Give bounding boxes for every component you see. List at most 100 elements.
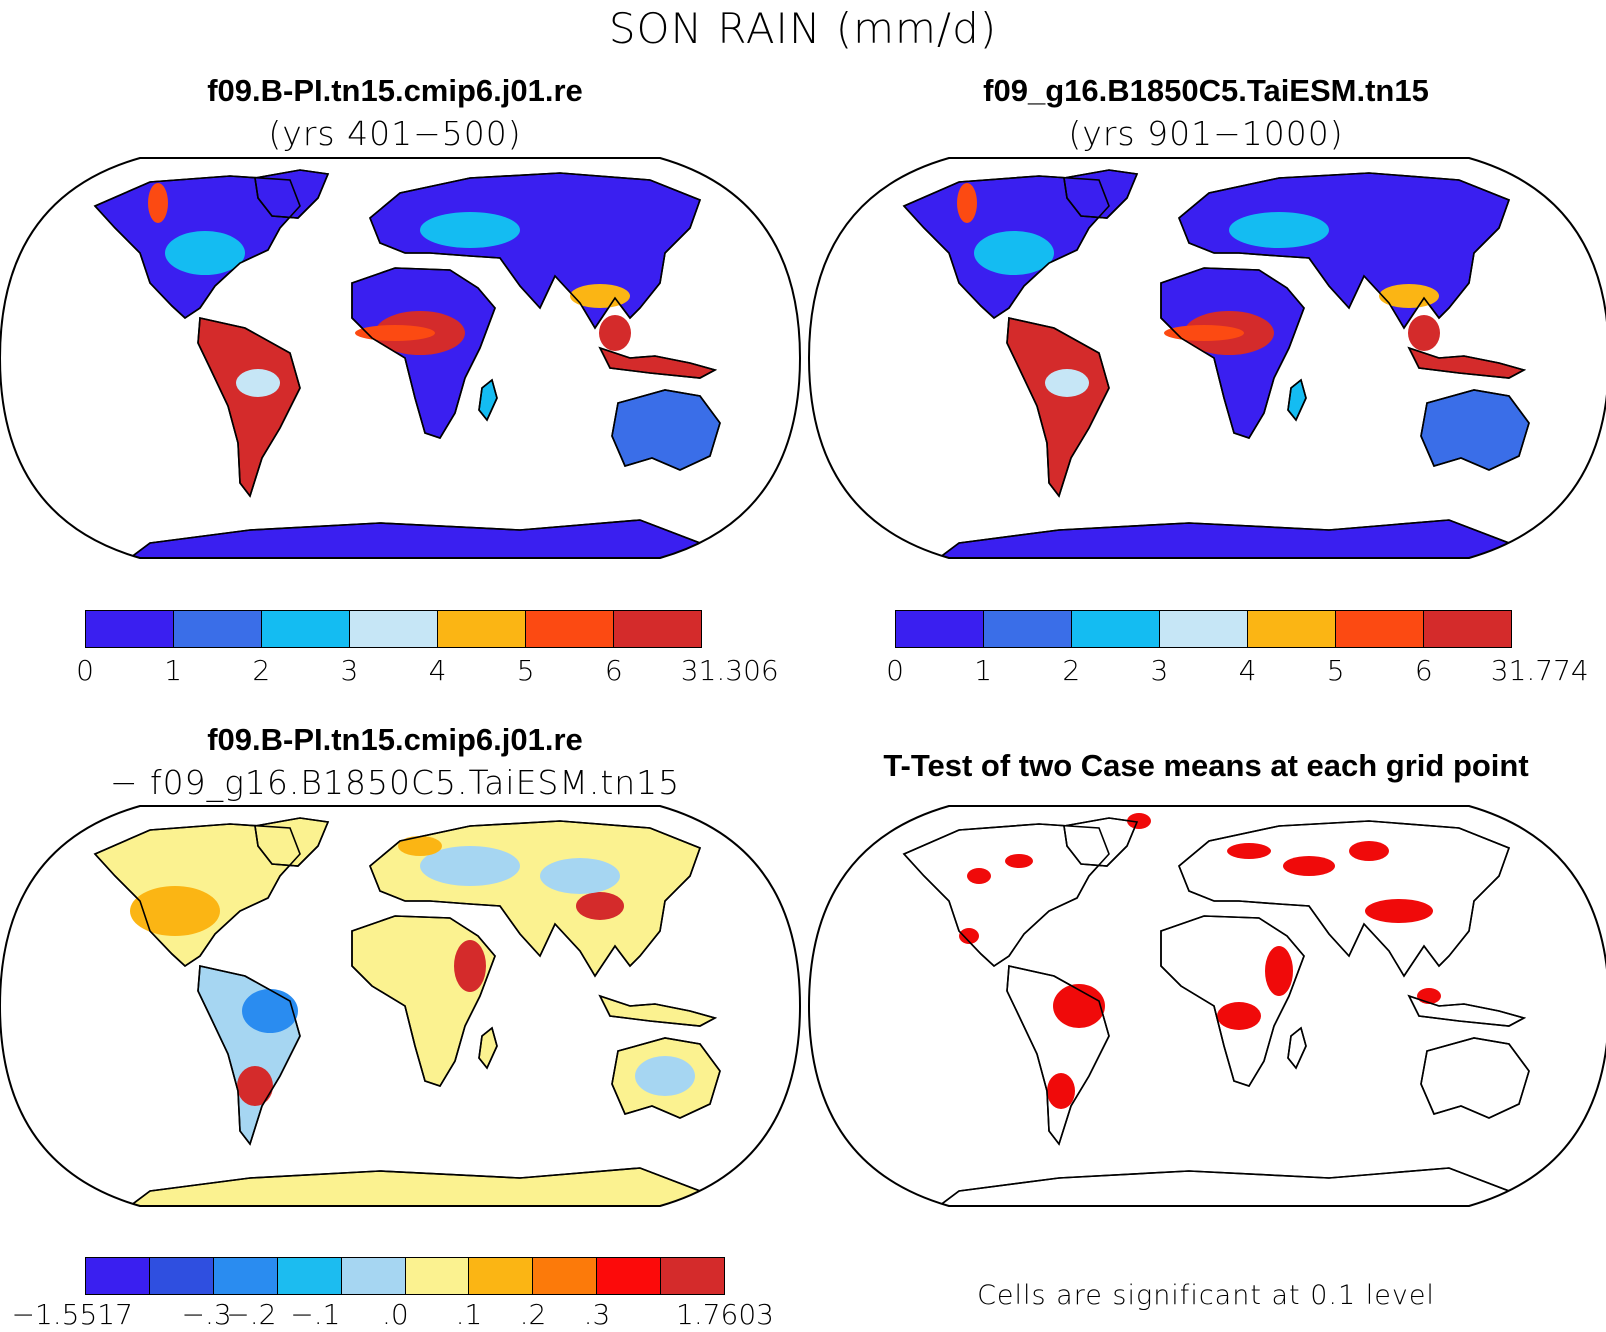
anomaly-scandinavia [398,836,442,856]
coastline-namerica [902,175,1110,320]
rain-band-asia [1379,284,1439,308]
anomaly-southam [237,1066,273,1106]
significant-area [1047,1073,1075,1109]
colorbar-tick-label: 1 [974,654,993,687]
significant-area [1265,946,1293,996]
coastline-namerica [93,175,301,320]
colorbar-swatch [597,1258,662,1294]
colorbar-tick-label: −1.5517 [11,1298,133,1331]
colorbar-swatch [350,611,438,647]
colorbar-tick-label: 4 [1238,654,1257,687]
colorbar-swatch [86,1258,150,1294]
colorbar-swatch [149,1258,214,1294]
colorbar-tick-label: 6 [604,654,623,687]
coastline-samerica [197,317,301,498]
anomaly-namerica [130,886,220,936]
coastline-indonesia [598,346,718,379]
coastline-greenland [1063,817,1139,867]
panel-3-map [0,805,802,1207]
anomaly-australia [635,1056,695,1096]
panel-4-map [807,805,1606,1207]
rain-area-eastus [974,231,1054,275]
colorbar-swatch [277,1258,342,1294]
colorbar-tick-label: 31.306 [680,654,779,687]
significant-area [959,928,979,944]
significant-area [1349,841,1389,861]
rain-band-nw-coast [148,183,168,223]
colorbar-tick-label: .1 [455,1298,483,1331]
anomaly-siberia [540,858,620,894]
colorbar-tick-label: −.1 [290,1298,341,1331]
map-frame [807,157,1606,559]
map-frame [0,157,802,559]
colorbar-swatch [341,1258,406,1294]
colorbar-tick-label: 0 [886,654,904,687]
coastline-africa [351,915,496,1087]
coastline-eurasia [369,172,702,330]
map-frame [0,805,802,1207]
colorbar-swatch [1248,611,1336,647]
coastline-antarctica [127,519,723,558]
colorbar-swatch [661,1258,725,1294]
colorbar-tick-label: 0 [76,654,94,687]
panel-1-colorbar-ticks: 0 1 2 3 4 5 6 31.306 [76,654,779,688]
panel-2-map [807,157,1606,559]
colorbar-swatch [438,611,526,647]
figure-title: SON RAIN (mm/d) [608,4,998,53]
colorbar-tick-label: .2 [519,1298,547,1331]
colorbar-swatch [533,1258,598,1294]
colorbar-swatch [405,1258,470,1294]
panel-2-title: f09_g16.B1850C5.TaiESM.tn15 [983,73,1429,108]
significant-area [1127,813,1151,829]
colorbar-swatch [213,1258,278,1294]
rain-band-asia [570,284,630,308]
colorbar-tick-label: −.3 [181,1298,232,1331]
colorbar-tick-label: 2 [252,654,271,687]
panel-4-title: T-Test of two Case means at each grid po… [883,748,1529,783]
coastline-africa [1160,915,1305,1087]
panel-1-subtitle: (yrs 401−500) [268,114,522,153]
panel-3-title: f09.B-PI.tn15.cmip6.j01.re [207,722,583,757]
colorbar-swatch [526,611,614,647]
colorbar-tick-label: 5 [1326,654,1345,687]
colorbar-tick-label: 1.7603 [676,1298,774,1331]
coastline-indonesia [1407,994,1527,1027]
colorbar-swatch [1424,611,1511,647]
colorbar-swatch [1336,611,1424,647]
colorbar-tick-label: .3 [583,1298,611,1331]
colorbar-tick-label: 4 [428,654,447,687]
coastline-namerica [93,823,301,968]
coastline-antarctica [936,519,1532,558]
colorbar-tick-label: 2 [1062,654,1081,687]
rain-area-brazil [236,369,280,397]
colorbar-tick-label: 1 [164,654,183,687]
rain-band-sahel [355,325,435,341]
panel-4-significance-note: Cells are significant at 0.1 level [977,1280,1435,1311]
coastline-samerica [1006,317,1110,498]
coastline-madagascar [1287,1026,1307,1070]
significant-area [1283,856,1335,876]
coastline-eurasia [1178,172,1511,330]
significant-area [1053,984,1105,1028]
coastline-samerica [197,965,301,1146]
map-frame [807,805,1606,1207]
rain-area-europe [1229,212,1329,248]
colorbar-tick-label: 5 [516,654,535,687]
coastline-madagascar [478,378,498,422]
anomaly-amazon [242,989,298,1033]
significant-area [967,868,991,884]
coastline-australia [611,389,721,471]
significant-area [1227,843,1271,859]
colorbar-tick-label: 3 [340,654,359,687]
panel-3-colorbar-ticks: −1.5517 −.3 −.2 −.1 .0 .1 .2 .3 1.7603 [11,1298,774,1332]
panel-1-map [0,157,802,559]
panel-3-colorbar [85,1257,725,1295]
colorbar-swatch [174,611,262,647]
coastline-indonesia [1407,346,1527,379]
rain-area-seasia [599,315,631,351]
coastline-greenland [254,169,330,219]
significant-area [1217,1002,1261,1030]
coastline-eurasia [1178,820,1511,978]
coastline-eurasia [369,820,702,978]
coastline-greenland [254,817,330,867]
